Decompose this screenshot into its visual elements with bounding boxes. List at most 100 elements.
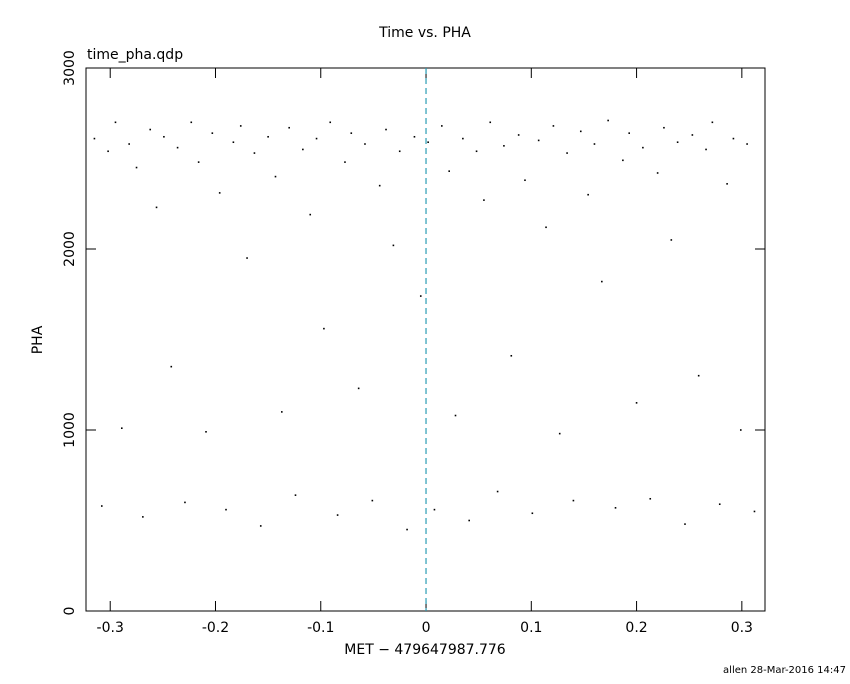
point xyxy=(552,125,555,127)
x-tick-label: -0.3 xyxy=(97,620,124,636)
x-tick-label: -0.1 xyxy=(307,620,334,636)
point xyxy=(267,135,269,138)
point xyxy=(427,141,429,144)
x-tick-label: -0.2 xyxy=(202,620,229,636)
point xyxy=(232,141,235,144)
point xyxy=(114,121,117,124)
y-tick-label: 0 xyxy=(62,607,78,616)
point xyxy=(566,152,568,154)
point xyxy=(656,172,659,174)
point xyxy=(607,119,609,122)
point xyxy=(537,139,540,142)
point xyxy=(253,152,256,154)
point xyxy=(315,137,318,140)
point xyxy=(579,130,582,133)
point xyxy=(462,137,464,140)
point xyxy=(100,505,103,507)
x-tick-label: 0.3 xyxy=(731,620,753,636)
point xyxy=(371,499,374,502)
point xyxy=(309,213,312,216)
point xyxy=(294,494,297,496)
point xyxy=(726,183,728,185)
point xyxy=(746,143,748,145)
x-tick-label: 0 xyxy=(422,620,431,636)
point xyxy=(259,525,262,527)
point xyxy=(593,143,596,145)
point xyxy=(413,135,416,138)
point xyxy=(190,121,193,124)
point xyxy=(572,499,575,502)
y-tick-label: 1000 xyxy=(62,412,78,448)
point xyxy=(628,132,630,134)
point xyxy=(398,150,401,153)
point xyxy=(691,134,694,136)
footer: allen 28-Mar-2016 14:47 xyxy=(723,665,846,676)
point xyxy=(274,175,277,178)
point xyxy=(225,508,227,511)
point xyxy=(718,503,721,506)
point xyxy=(587,193,589,196)
point xyxy=(406,528,408,531)
point xyxy=(344,161,346,163)
point xyxy=(329,121,332,124)
point xyxy=(684,523,686,525)
point xyxy=(149,128,152,131)
point xyxy=(378,184,381,187)
point xyxy=(454,414,457,417)
point xyxy=(475,150,478,153)
point xyxy=(739,429,742,431)
point xyxy=(323,327,325,330)
point xyxy=(433,508,436,511)
point xyxy=(483,199,485,201)
point xyxy=(120,427,123,429)
point xyxy=(336,514,339,516)
point xyxy=(705,148,707,151)
point xyxy=(281,411,283,413)
point xyxy=(128,143,130,145)
point xyxy=(489,121,492,124)
point xyxy=(545,226,547,229)
point xyxy=(524,179,526,182)
point xyxy=(676,141,679,144)
chart-title: Time vs. PHA xyxy=(378,25,471,41)
point xyxy=(155,206,158,209)
point xyxy=(211,132,214,134)
point xyxy=(753,510,756,513)
point xyxy=(357,387,360,390)
point xyxy=(239,125,242,127)
point xyxy=(176,146,179,149)
point xyxy=(302,148,304,151)
point xyxy=(107,150,109,153)
point xyxy=(622,159,624,162)
point xyxy=(246,257,248,259)
point xyxy=(558,432,561,435)
x-tick-label: 0.1 xyxy=(520,620,542,636)
point xyxy=(614,507,617,509)
point xyxy=(135,166,138,169)
point xyxy=(503,145,505,147)
point xyxy=(163,135,165,138)
subtitle: time_pha.qdp xyxy=(87,47,183,63)
y-tick-label: 3000 xyxy=(62,50,78,86)
point xyxy=(350,132,353,134)
point xyxy=(635,402,638,404)
point xyxy=(441,125,443,127)
point xyxy=(642,146,644,149)
point xyxy=(93,137,96,140)
point xyxy=(670,239,673,241)
point xyxy=(711,121,714,124)
y-tick-label: 2000 xyxy=(62,231,78,267)
point xyxy=(197,161,200,163)
x-tick-label: 0.2 xyxy=(625,620,647,636)
point xyxy=(205,431,207,433)
point xyxy=(385,128,387,131)
point xyxy=(392,244,395,247)
point xyxy=(170,365,173,368)
point xyxy=(468,519,470,522)
point xyxy=(419,295,422,297)
point xyxy=(510,354,513,357)
point xyxy=(517,134,520,136)
point xyxy=(184,501,186,504)
point xyxy=(448,170,450,172)
